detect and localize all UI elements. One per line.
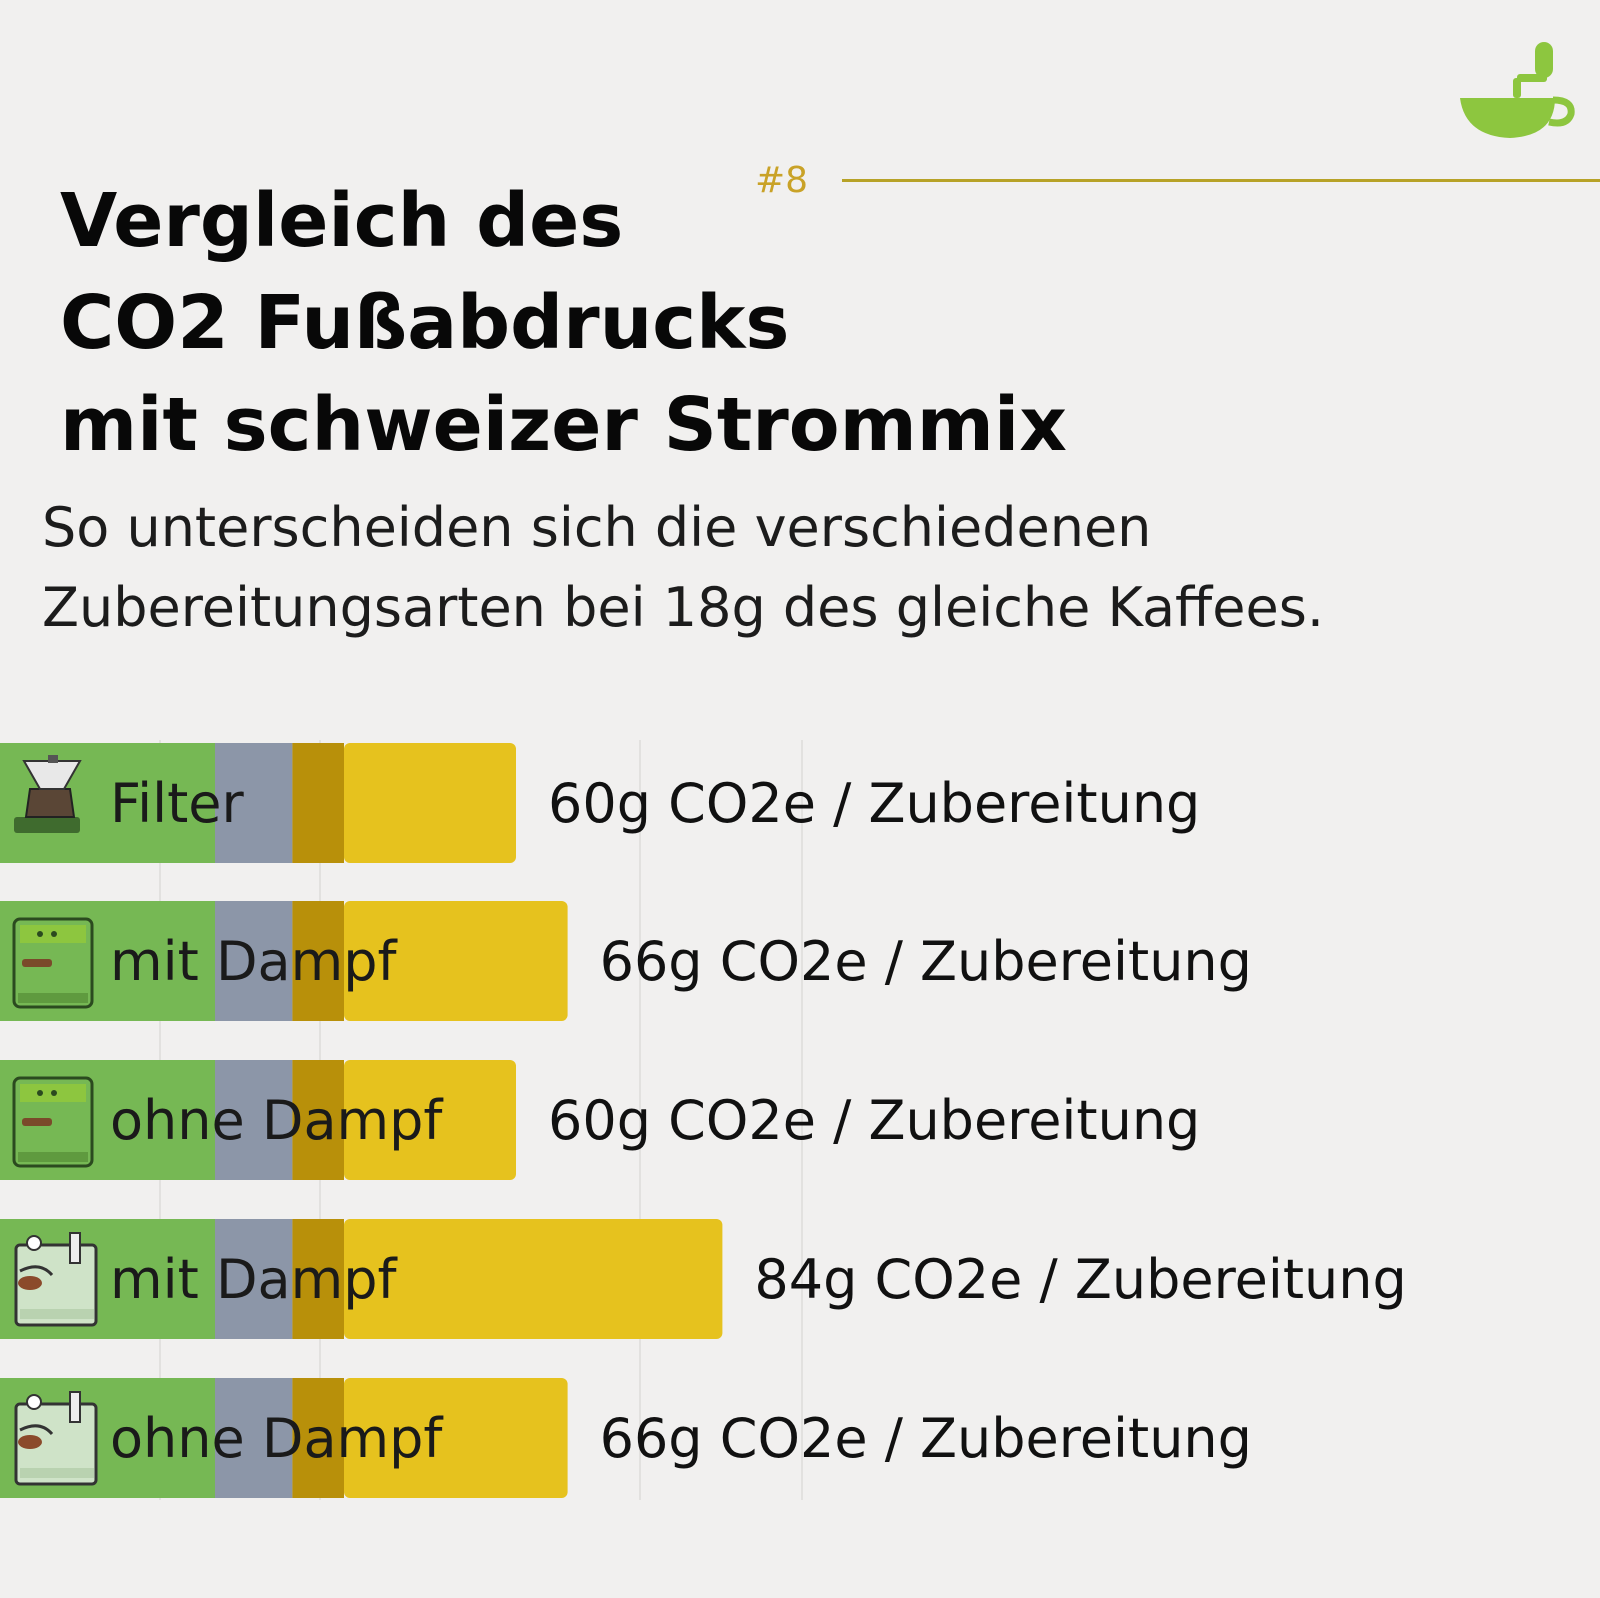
category-label: mit Dampf (110, 1248, 398, 1311)
category-label: ohne Dampf (110, 1407, 444, 1470)
value-label: 60g CO2e / Zubereitung (548, 1089, 1200, 1152)
espresso-machine-steel-icon (14, 1232, 98, 1327)
value-label: 60g CO2e / Zubereitung (548, 772, 1200, 835)
bar-segment (292, 1060, 344, 1180)
bar-segment (215, 743, 293, 863)
bar-segment (344, 1219, 723, 1339)
bar-segment (215, 1378, 293, 1498)
title-line: CO2 Fußabdrucks (60, 280, 790, 366)
category-label: mit Dampf (110, 930, 398, 993)
espresso-machine-steel-icon (14, 1391, 98, 1486)
title-line: mit schweizer Strommix (60, 382, 1067, 468)
bar-segment (344, 743, 516, 863)
page-subtitle: So unterscheiden sich die verschiedenen … (42, 488, 1324, 648)
page-title: Vergleich des CO2 Fußabdrucks mit schwei… (60, 170, 1067, 476)
value-label: 66g CO2e / Zubereitung (600, 1407, 1252, 1470)
espresso-machine-green-icon (12, 1076, 94, 1168)
bar-segment (215, 901, 293, 1021)
bar-segment (344, 901, 568, 1021)
bar-segment (215, 1219, 293, 1339)
header-divider (842, 179, 1600, 182)
espresso-machine-green-icon (12, 917, 94, 1009)
issue-number: #8 (755, 160, 809, 201)
bar-segment (292, 1378, 344, 1498)
filter-dripper-icon (14, 755, 82, 833)
subtitle-line: Zubereitungsarten bei 18g des gleiche Ka… (42, 576, 1324, 639)
bar-segment (215, 1060, 293, 1180)
title-line: Vergleich des (60, 178, 624, 264)
value-label: 84g CO2e / Zubereitung (754, 1248, 1406, 1311)
subtitle-line: So unterscheiden sich die verschiedenen (42, 496, 1152, 559)
bar-segment (292, 743, 344, 863)
bar-segment (292, 901, 344, 1021)
category-label: ohne Dampf (110, 1089, 444, 1152)
bar-segment (292, 1219, 344, 1339)
coffee-cup-grinder-icon (1460, 42, 1575, 138)
category-label: Filter (110, 772, 245, 835)
bar-segment (344, 1378, 568, 1498)
bar-segment (344, 1060, 516, 1180)
value-label: 66g CO2e / Zubereitung (600, 930, 1252, 993)
